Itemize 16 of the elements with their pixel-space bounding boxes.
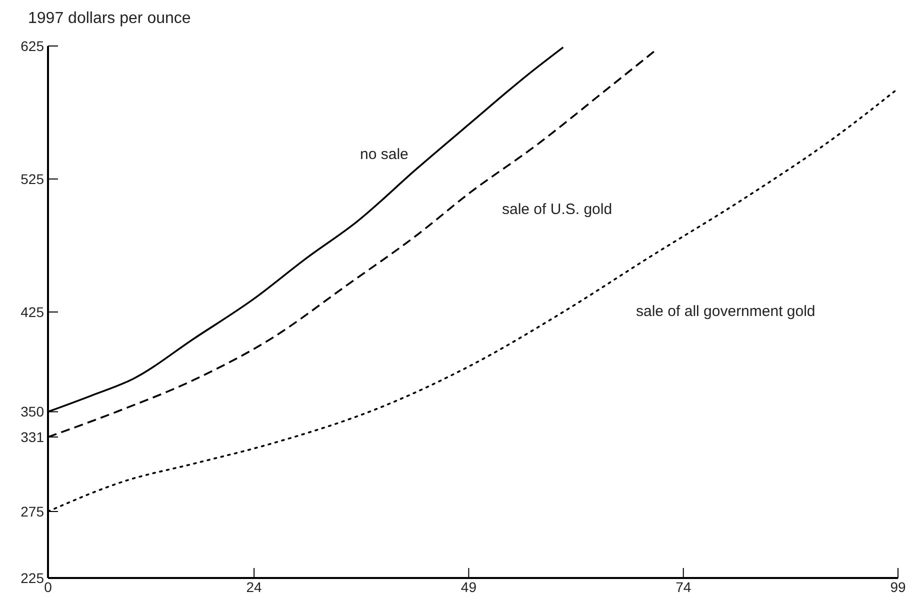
series-label: sale of U.S. gold [502,201,612,218]
y-tick-label: 350 [20,404,44,420]
x-tick-label: 99 [890,578,906,595]
x-tick-label: 0 [44,578,52,595]
y-tick-label: 625 [20,38,44,54]
text: sale of all government gold [636,303,816,320]
y-axis-title: 1997 dollars per ounce [28,10,191,28]
y-tick-label: 525 [20,170,44,187]
x-tick-label: 24 [246,578,262,595]
x-tick-label: 74 [676,578,692,595]
y-tick-label: 425 [20,304,44,320]
series-label: no sale [360,146,408,163]
y-tick-label: 275 [20,503,44,520]
y-tick-label: 225 [20,570,44,586]
y-tick-label: 331 [20,428,44,445]
x-tick-label: 49 [460,578,477,595]
